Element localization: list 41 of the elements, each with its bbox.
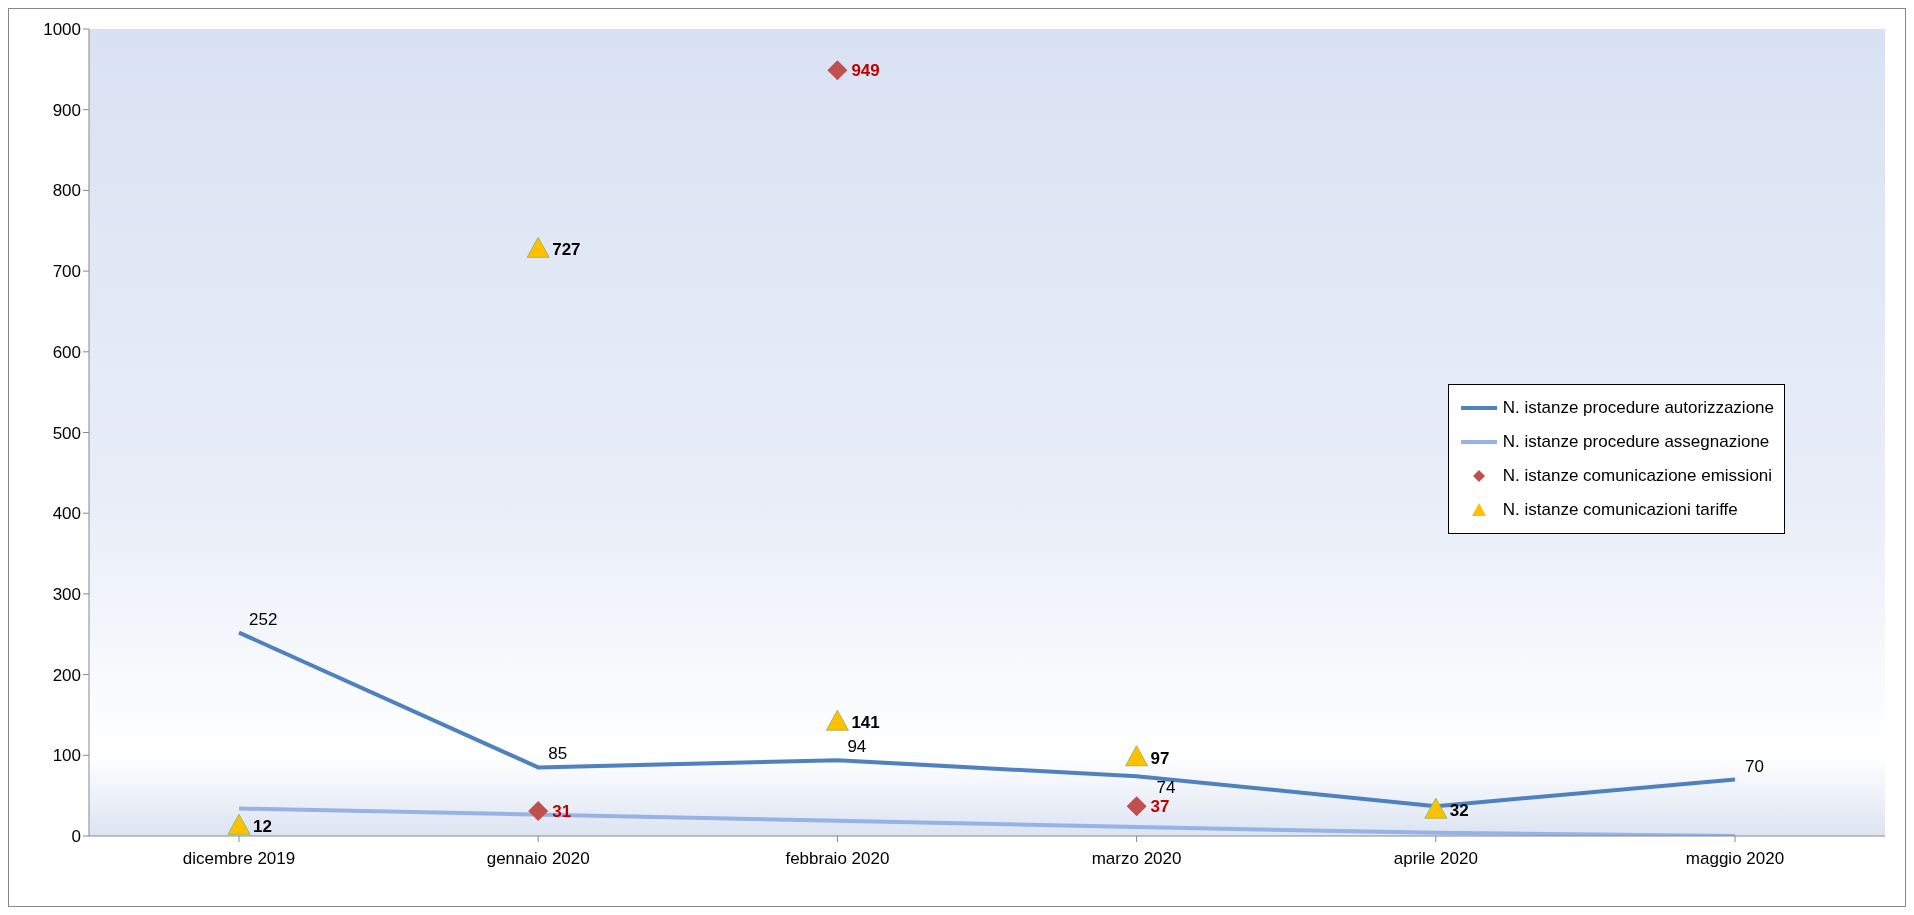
data-label: 727 — [552, 240, 581, 260]
y-tick-label: 200 — [52, 665, 81, 685]
y-tick-label: 900 — [52, 100, 81, 120]
y-tick-label: 700 — [52, 262, 81, 282]
point — [528, 800, 549, 821]
x-tick-label: aprile 2020 — [1393, 849, 1478, 869]
data-label: 85 — [548, 744, 568, 764]
data-label: 37 — [1150, 797, 1170, 817]
y-tick-label: 0 — [71, 827, 81, 847]
data-label: 12 — [253, 817, 272, 837]
point — [827, 60, 848, 81]
legend-label: N. istanze comunicazioni tariffe — [1502, 500, 1738, 520]
data-label: 32 — [1449, 801, 1469, 821]
data-label: 31 — [552, 801, 572, 821]
y-tick-label: 300 — [52, 584, 81, 604]
legend-label: N. istanze procedure assegnazione — [1502, 432, 1770, 452]
y-tick-label: 400 — [52, 504, 81, 524]
y-tick-label: 100 — [52, 746, 81, 766]
point — [1424, 797, 1448, 819]
point — [227, 813, 251, 835]
x-tick-label: maggio 2020 — [1685, 849, 1785, 869]
x-tick-label: marzo 2020 — [1091, 849, 1182, 869]
x-tick-label: dicembre 2019 — [182, 849, 296, 869]
x-tick-label: febbraio 2020 — [785, 849, 890, 869]
x-tick-label: gennaio 2020 — [486, 849, 590, 869]
data-label: 97 — [1150, 748, 1170, 768]
data-label: 94 — [847, 737, 867, 757]
data-label: 949 — [851, 61, 880, 81]
data-label: 70 — [1745, 756, 1764, 776]
y-tick-label: 600 — [52, 342, 81, 362]
y-tick-label: 500 — [52, 423, 81, 443]
point — [526, 236, 550, 258]
y-tick-label: 1000 — [43, 20, 81, 40]
point — [1125, 745, 1149, 767]
y-tick-label: 800 — [52, 181, 81, 201]
legend-label: N. istanze procedure autorizzazione — [1502, 398, 1774, 418]
legend-label: N. istanze comunicazione emissioni — [1502, 466, 1773, 486]
data-label: 141 — [851, 713, 880, 733]
data-label: 252 — [249, 609, 278, 629]
point — [825, 709, 849, 731]
data-label: 74 — [1156, 778, 1176, 798]
